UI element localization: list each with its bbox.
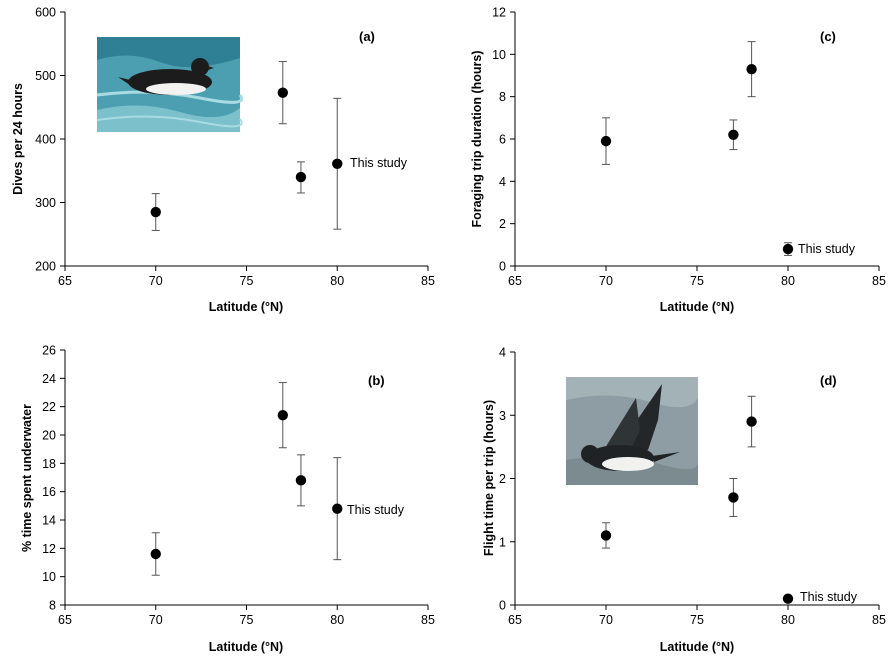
panel-b-x-tick-label: 70	[149, 613, 163, 627]
panel-b-x-tick-label: 85	[421, 613, 435, 627]
panel-d-x-tick-label: 85	[872, 613, 886, 627]
panel-c-x-tick-label: 80	[781, 274, 795, 288]
panel-b-y-tick-label: 20	[42, 429, 56, 443]
panel-a-y-tick-label: 400	[35, 133, 56, 147]
panel-c-y-tick-label: 10	[492, 48, 506, 62]
panel-d-y-tick-label: 4	[499, 346, 506, 360]
panel-b-y-tick-label: 12	[42, 542, 56, 556]
panel-b-y-tick-label: 10	[42, 570, 56, 584]
panel-a-y-title: Dives per 24 hours	[11, 83, 25, 195]
panel-b-y-tick-label: 26	[42, 344, 56, 358]
panel-a-x-tick-label: 65	[58, 274, 72, 288]
panel-b: 65 70 75 80 85 8 10 12 14 16 18 20 22 24 26 This stud…	[20, 344, 435, 655]
panel-d-x-tick-label: 70	[599, 613, 613, 627]
panel-d-y-title: Flight time per trip (hours)	[482, 400, 496, 556]
panel-a: 65 70 75 80 85 200 300 400 500 600 This study (a…	[11, 6, 435, 315]
panel-d-y-tick-label: 0	[499, 599, 506, 613]
murre-photo	[96, 37, 244, 132]
panel-d-label: (d)	[820, 373, 837, 388]
panel-c-annotation: This study	[798, 242, 856, 256]
panel-d: 65 70 75 80 85 0 1 2 3 4 This study (d) Latitude…	[482, 346, 886, 655]
panel-c-x-tick-label: 75	[690, 274, 704, 288]
panel-c-y-tick-label: 4	[499, 175, 506, 189]
panel-a-y-tick-label: 600	[35, 6, 56, 20]
panel-d-data-point	[782, 593, 794, 604]
panel-a-data-point	[295, 171, 307, 183]
panel-a-x-tick-label: 80	[330, 274, 344, 288]
panel-a-x-tick-label: 70	[149, 274, 163, 288]
panel-c-data-point	[600, 135, 612, 147]
panel-c-y-title: Foraging trip duration (hours)	[470, 50, 484, 227]
panel-a-x-title: Latitude (°N)	[209, 300, 283, 314]
panel-b-annotation: This study	[347, 503, 405, 517]
panel-c: 65 70 75 80 85 0 2 4 6 8 10 12 This study (c) Lati…	[470, 6, 886, 315]
panel-c-y-tick-label: 2	[499, 217, 506, 231]
panel-b-y-tick-label: 14	[42, 514, 56, 528]
panel-d-y-tick-label: 3	[499, 409, 506, 423]
panel-a-data-point	[150, 206, 161, 218]
panel-d-x-tick-label: 65	[508, 613, 522, 627]
panel-b-data-point	[277, 409, 288, 421]
panel-d-data-point	[600, 530, 612, 541]
panel-d-data-point	[746, 416, 757, 427]
panel-b-x-tick-label: 75	[240, 613, 254, 627]
panel-c-x-title: Latitude (°N)	[660, 300, 734, 314]
panel-b-y-tick-label: 22	[42, 400, 56, 414]
panel-c-x-tick-label: 70	[599, 274, 613, 288]
panel-c-y-tick-label: 12	[492, 6, 506, 20]
panel-c-y-tick-label: 8	[499, 90, 506, 104]
panel-a-y-tick-label: 300	[35, 196, 56, 210]
panel-c-y-tick-label: 0	[499, 260, 506, 274]
panel-c-x-tick-label: 65	[508, 274, 522, 288]
panel-b-x-tick-label: 65	[58, 613, 72, 627]
panel-a-annotation: This study	[350, 156, 408, 170]
panel-b-x-tick-label: 80	[330, 613, 344, 627]
auk-photo	[566, 377, 699, 485]
panel-a-data-point	[277, 87, 288, 98]
panel-b-y-tick-label: 24	[42, 372, 56, 386]
panel-b-label: (b)	[368, 373, 385, 388]
panel-d-x-title: Latitude (°N)	[660, 640, 734, 654]
panel-b-y-tick-label: 16	[42, 485, 56, 499]
panel-a-y-tick-label: 200	[35, 260, 56, 274]
panel-b-y-tick-label: 18	[42, 457, 56, 471]
panel-b-data-point	[332, 503, 343, 514]
panel-c-data-point	[782, 243, 794, 255]
panel-a-label: (a)	[359, 29, 375, 44]
panel-c-y-tick-label: 6	[499, 133, 506, 147]
panel-c-data-point	[728, 129, 739, 140]
panel-d-data-point	[728, 492, 739, 503]
panel-b-data-point	[295, 475, 307, 486]
panel-a-y-tick-label: 500	[35, 69, 56, 83]
panel-a-data-point	[332, 158, 343, 169]
panel-b-data-point	[150, 548, 161, 560]
panel-a-x-tick-label: 75	[240, 274, 254, 288]
panel-d-annotation: This study	[800, 590, 858, 604]
panel-d-y-tick-label: 2	[499, 472, 506, 486]
panel-d-x-tick-label: 80	[781, 613, 795, 627]
panel-c-data-point	[746, 63, 757, 75]
panel-a-x-tick-label: 85	[421, 274, 435, 288]
panel-b-x-title: Latitude (°N)	[209, 640, 283, 654]
panel-c-x-tick-label: 85	[872, 274, 886, 288]
panel-d-y-tick-label: 1	[499, 535, 506, 549]
panel-d-x-tick-label: 75	[690, 613, 704, 627]
panel-b-y-tick-label: 8	[49, 599, 56, 613]
panel-b-y-title: % time spent underwater	[20, 404, 34, 552]
panel-c-label: (c)	[820, 29, 836, 44]
